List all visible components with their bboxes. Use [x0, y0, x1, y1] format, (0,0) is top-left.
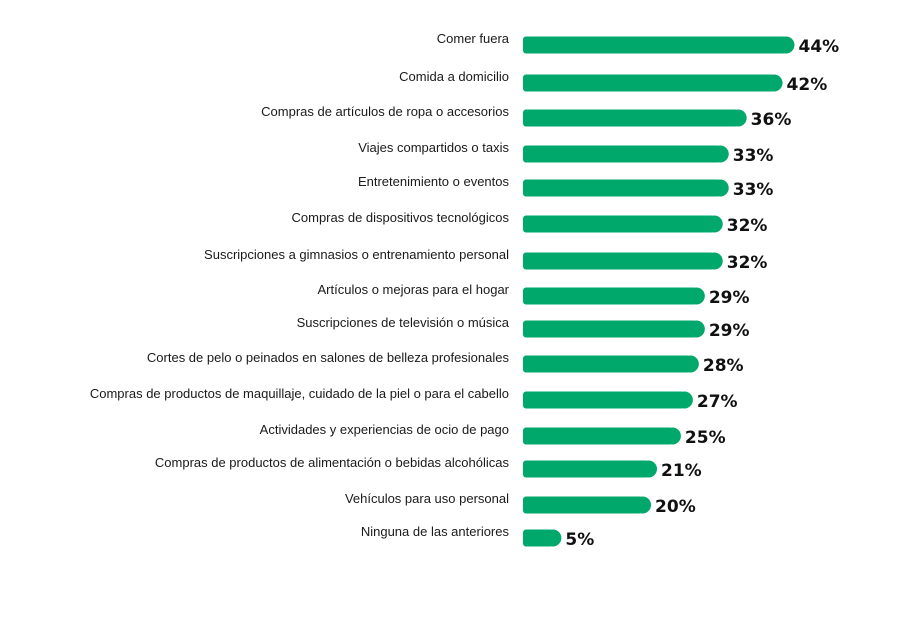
- bar: [523, 74, 775, 92]
- category-label: Vehículos para uso personal: [345, 491, 509, 506]
- bar-end-cap: [705, 252, 723, 270]
- bar: [523, 145, 721, 163]
- bar-end-cap: [640, 460, 658, 478]
- category-label: Entretenimiento o eventos: [358, 174, 510, 189]
- bar: [523, 496, 643, 514]
- value-label: 33%: [733, 146, 774, 166]
- bar: [523, 252, 715, 270]
- value-label: 25%: [685, 428, 726, 448]
- category-label: Suscripciones de televisión o música: [297, 315, 510, 330]
- category-label: Viajes compartidos o taxis: [358, 140, 509, 155]
- value-label: 36%: [751, 110, 792, 130]
- bar: [523, 355, 691, 373]
- category-label: Artículos o mejoras para el hogar: [318, 282, 510, 297]
- category-label: Comer fuera: [437, 31, 510, 46]
- bar: [523, 215, 715, 233]
- bar: [523, 287, 697, 305]
- bar-end-cap: [777, 36, 795, 54]
- category-label: Cortes de pelo o peinados en salones de …: [147, 350, 510, 365]
- bar: [523, 36, 786, 54]
- bar-end-cap: [765, 74, 783, 92]
- value-label: 42%: [787, 75, 828, 95]
- category-label: Compras de productos de alimentación o b…: [155, 455, 510, 470]
- bar: [523, 427, 673, 445]
- value-label: 20%: [655, 497, 696, 517]
- bar-end-cap: [663, 427, 681, 445]
- category-label: Compras de artículos de ropa o accesorio…: [261, 104, 509, 119]
- value-label: 27%: [697, 392, 738, 412]
- bar: [523, 460, 649, 478]
- value-label: 32%: [727, 253, 768, 273]
- bar-end-cap: [634, 496, 652, 514]
- value-label: 29%: [709, 288, 750, 308]
- value-label: 28%: [703, 356, 744, 376]
- bar-end-cap: [687, 320, 705, 338]
- value-label: 44%: [799, 37, 840, 57]
- value-label: 29%: [709, 321, 750, 341]
- bar: [523, 179, 721, 197]
- category-label: Actividades y experiencias de ocio de pa…: [260, 422, 509, 437]
- bar-end-cap: [729, 109, 747, 127]
- bar-end-cap: [681, 355, 699, 373]
- value-label: 33%: [733, 180, 774, 200]
- bar-end-cap: [711, 179, 729, 197]
- bar-end-cap: [675, 391, 693, 409]
- bar: [523, 320, 697, 338]
- category-label: Suscripciones a gimnasios o entrenamient…: [204, 247, 509, 262]
- category-label: Ninguna de las anteriores: [361, 524, 510, 539]
- category-label: Comida a domicilio: [399, 69, 509, 84]
- bar-end-cap: [687, 287, 705, 305]
- bar-end-cap: [711, 145, 729, 163]
- bar: [523, 391, 685, 409]
- bar: [523, 109, 739, 127]
- category-label: Compras de dispositivos tecnológicos: [292, 210, 510, 225]
- bar-end-cap: [544, 529, 562, 547]
- category-label: Compras de productos de maquillaje, cuid…: [90, 386, 509, 401]
- value-label: 32%: [727, 216, 768, 236]
- bar-end-cap: [705, 215, 723, 233]
- value-label: 5%: [565, 530, 594, 550]
- value-label: 21%: [661, 461, 702, 481]
- bar: [523, 529, 553, 547]
